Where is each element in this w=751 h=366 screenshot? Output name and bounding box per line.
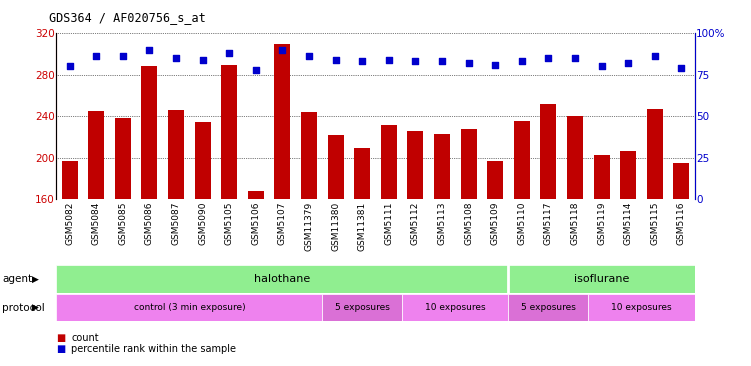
Text: GSM5110: GSM5110	[517, 201, 526, 245]
Bar	[674, 163, 689, 366]
Point	[489, 61, 501, 67]
Text: halothane: halothane	[255, 274, 310, 284]
Text: GSM5107: GSM5107	[278, 201, 287, 245]
Bar	[567, 116, 583, 366]
Point	[542, 55, 554, 61]
Text: GSM5112: GSM5112	[411, 201, 420, 245]
Text: 10 exposures: 10 exposures	[425, 303, 486, 312]
Bar	[248, 191, 264, 366]
Bar	[588, 294, 695, 321]
Text: agent: agent	[2, 274, 32, 284]
Point	[276, 46, 288, 52]
Text: GSM5084: GSM5084	[92, 201, 101, 245]
Point	[649, 53, 661, 59]
Bar	[327, 135, 344, 366]
Bar	[593, 155, 610, 366]
Bar	[354, 149, 370, 366]
Bar	[56, 294, 322, 321]
Point	[569, 55, 581, 61]
Text: protocol: protocol	[2, 303, 45, 313]
Text: GSM11380: GSM11380	[331, 201, 340, 251]
Point	[436, 58, 448, 64]
Bar	[460, 129, 477, 366]
Text: GSM5105: GSM5105	[225, 201, 234, 245]
Text: GSM5106: GSM5106	[252, 201, 261, 245]
Bar	[434, 134, 450, 366]
Text: GSM5090: GSM5090	[198, 201, 207, 245]
Bar	[274, 44, 291, 366]
Bar	[508, 294, 588, 321]
Bar	[620, 150, 636, 366]
Bar	[514, 122, 529, 366]
Text: 5 exposures: 5 exposures	[521, 303, 576, 312]
Point	[356, 58, 368, 64]
Bar	[141, 66, 158, 366]
Text: 10 exposures: 10 exposures	[611, 303, 672, 312]
Bar	[487, 161, 503, 366]
Text: GSM5108: GSM5108	[464, 201, 473, 245]
Point	[463, 60, 475, 66]
Text: ▶: ▶	[32, 303, 38, 312]
Point	[622, 60, 634, 66]
Bar	[222, 65, 237, 366]
Point	[64, 63, 76, 69]
Point	[596, 63, 608, 69]
Text: GSM5111: GSM5111	[385, 201, 394, 245]
Text: GSM5113: GSM5113	[438, 201, 447, 245]
Point	[516, 58, 528, 64]
Text: ▶: ▶	[32, 274, 38, 284]
Bar	[322, 294, 402, 321]
Point	[330, 57, 342, 63]
Text: GSM5082: GSM5082	[65, 201, 74, 245]
Text: GSM11379: GSM11379	[304, 201, 313, 251]
Bar	[115, 118, 131, 366]
Text: GSM5109: GSM5109	[490, 201, 499, 245]
Bar	[402, 294, 508, 321]
Point	[223, 50, 235, 56]
Bar	[56, 265, 508, 293]
Text: ■: ■	[56, 344, 65, 354]
Text: GSM5114: GSM5114	[623, 201, 632, 245]
Bar	[195, 123, 210, 366]
Point	[143, 46, 155, 52]
Bar	[408, 131, 424, 366]
Text: control (3 min exposure): control (3 min exposure)	[134, 303, 245, 312]
Point	[250, 67, 262, 72]
Bar	[168, 110, 184, 366]
Text: GSM5087: GSM5087	[171, 201, 180, 245]
Text: GSM5116: GSM5116	[677, 201, 686, 245]
Bar	[508, 265, 695, 293]
Text: GSM5115: GSM5115	[650, 201, 659, 245]
Bar	[62, 161, 77, 366]
Text: GSM5117: GSM5117	[544, 201, 553, 245]
Text: GDS364 / AF020756_s_at: GDS364 / AF020756_s_at	[49, 11, 206, 24]
Text: percentile rank within the sample: percentile rank within the sample	[71, 344, 237, 354]
Text: 5 exposures: 5 exposures	[335, 303, 390, 312]
Text: GSM5118: GSM5118	[571, 201, 580, 245]
Point	[197, 57, 209, 63]
Text: GSM11381: GSM11381	[357, 201, 366, 251]
Point	[90, 53, 102, 59]
Point	[409, 58, 421, 64]
Text: ■: ■	[56, 333, 65, 343]
Bar	[541, 104, 556, 366]
Text: GSM5086: GSM5086	[145, 201, 154, 245]
Point	[675, 65, 687, 71]
Text: GSM5119: GSM5119	[597, 201, 606, 245]
Point	[383, 57, 395, 63]
Point	[303, 53, 315, 59]
Text: isoflurane: isoflurane	[574, 274, 629, 284]
Bar	[301, 112, 317, 366]
Point	[170, 55, 182, 61]
Point	[117, 53, 129, 59]
Text: count: count	[71, 333, 99, 343]
Bar	[381, 124, 397, 366]
Bar	[89, 111, 104, 366]
Bar	[647, 109, 663, 366]
Text: GSM5085: GSM5085	[119, 201, 128, 245]
